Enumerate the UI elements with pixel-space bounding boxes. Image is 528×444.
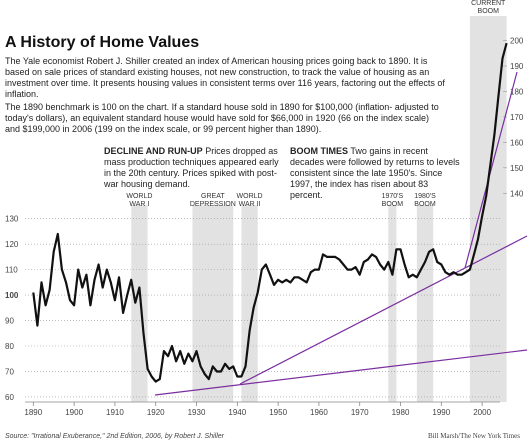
y-tick-label: 70 <box>5 367 14 376</box>
period-label: 1980'S <box>414 193 436 200</box>
period-band <box>131 205 148 402</box>
x-tick-label: 1970 <box>351 408 369 417</box>
period-label: BOOM <box>414 201 436 208</box>
intro-paragraph: The Yale economist Robert J. Shiller cre… <box>5 56 445 99</box>
y-tick-label: 180 <box>510 87 524 96</box>
period-label: WAR I <box>129 201 149 208</box>
annotation: DECLINE AND RUN-UP Prices dropped as mas… <box>104 146 280 190</box>
y-tick-label: 190 <box>510 62 524 71</box>
period-label: 1970'S <box>382 193 404 200</box>
y-tick-label: 170 <box>510 113 524 122</box>
x-tick-label: 1960 <box>310 408 328 417</box>
trend-line <box>239 235 528 385</box>
y-tick-label: 60 <box>5 393 14 402</box>
y-tick-label: 160 <box>510 138 524 147</box>
y-tick-label: 130 <box>5 215 19 224</box>
x-tick-label: 1940 <box>228 408 246 417</box>
period-label: GREAT <box>201 193 225 200</box>
x-tick-label: 1900 <box>65 408 83 417</box>
period-label: WAR II <box>239 201 261 208</box>
x-tick-label: 1980 <box>392 408 410 417</box>
x-tick-label: 1990 <box>432 408 450 417</box>
annotation-text: Two gains in recent decades were followe… <box>290 146 460 200</box>
period-label: WORLD <box>126 193 152 200</box>
x-tick-label: 1930 <box>188 408 206 417</box>
x-tick-label: 1950 <box>269 408 287 417</box>
y-tick-label: 110 <box>5 266 18 275</box>
y-tick-label: 150 <box>510 164 524 173</box>
period-label: BOOM <box>478 8 500 15</box>
period-band <box>388 205 397 402</box>
x-tick-label: 1920 <box>147 408 165 417</box>
chart-title: A History of Home Values <box>5 34 200 51</box>
x-tick-label: 1890 <box>24 408 42 417</box>
data-line <box>32 42 508 383</box>
annotation: BOOM TIMES Two gains in recent decades w… <box>290 146 462 201</box>
period-band <box>241 205 258 402</box>
x-tick-label: 1910 <box>106 408 124 417</box>
period-label: BOOM <box>382 201 404 208</box>
x-tick-label: 2000 <box>473 408 491 417</box>
y-tick-label: 200 <box>510 37 524 46</box>
period-label: WORLD <box>237 193 263 200</box>
period-label: CURRENT <box>471 0 506 7</box>
period-band <box>192 205 234 402</box>
annotation-text: Prices dropped as mass production techni… <box>104 146 279 189</box>
annotation-heading: BOOM TIMES <box>290 146 348 156</box>
y-tick-label: 140 <box>510 189 524 198</box>
annotation-heading: DECLINE AND RUN-UP <box>104 146 203 156</box>
y-tick-label: 90 <box>5 317 14 326</box>
y-tick-label: 80 <box>5 342 14 351</box>
trend-line <box>464 71 518 269</box>
credit: Bill Marsh/The New York Times <box>428 432 520 440</box>
period-label: DEPRESSION <box>190 201 236 208</box>
trend-line <box>154 349 528 396</box>
y-tick-label: 120 <box>5 240 19 249</box>
period-band <box>416 205 434 402</box>
source: Source: "Irrational Exuberance," 2nd Edi… <box>5 433 224 440</box>
intro-paragraph: The 1890 benchmark is 100 on the chart. … <box>5 102 439 134</box>
y-tick-label: 100 <box>5 291 19 300</box>
